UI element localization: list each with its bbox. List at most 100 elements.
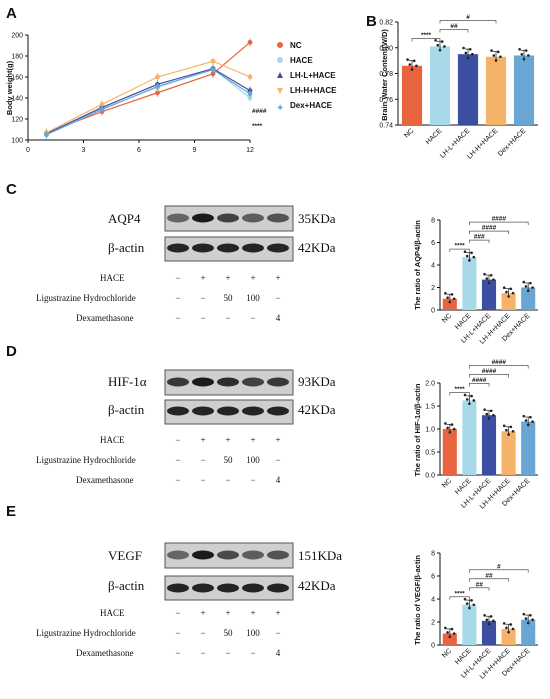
chart-e-dot — [465, 602, 469, 605]
chart-a-xtick-label: 3 — [82, 147, 86, 154]
chart-b-ytick-label: 0.78 — [379, 71, 393, 78]
condition-mark: + — [225, 435, 230, 445]
chart-a-point — [155, 90, 160, 96]
chart-c-dot — [524, 285, 528, 288]
condition-mark: + — [200, 608, 205, 618]
chart-c-sig-bracket — [449, 248, 470, 253]
chart-d-sig-label: #### — [482, 368, 497, 375]
chart-a-line-1 — [46, 67, 251, 135]
chart-e-sig-bracket — [469, 587, 490, 591]
chart-b-sig-label: **** — [421, 32, 432, 39]
chart-c-sig-bracket — [469, 239, 490, 244]
chart-b-xtick-label: LH-H+HACE — [466, 127, 499, 160]
chart-b-bar — [513, 55, 535, 125]
blot-band-actin — [167, 583, 189, 593]
condition-mark: − — [275, 455, 280, 465]
blot-e-target-kda: 151KDa — [298, 548, 342, 563]
chart-e-dot — [487, 622, 491, 626]
chart-a-annotation-star: **** — [252, 123, 263, 130]
condition-mark: − — [275, 293, 280, 303]
condition-mark: 50 — [224, 293, 234, 303]
chart-d-dot — [502, 424, 506, 428]
panel-label-e: E — [6, 503, 16, 520]
chart-c-dot — [452, 297, 456, 301]
condition-mark: 100 — [246, 455, 260, 465]
condition-mark: − — [175, 293, 180, 303]
chart-a-point — [155, 84, 160, 89]
condition-mark: − — [175, 475, 180, 485]
condition-mark: + — [275, 435, 280, 445]
chart-e-ylabel: The ratio of VEGF/β-actin — [413, 555, 422, 645]
condition-row-label: HACE — [100, 273, 125, 283]
blot-c-actin-label: β-actin — [108, 240, 145, 255]
chart-b-dot — [434, 38, 437, 42]
chart-c-dot — [509, 287, 513, 291]
chart-e-sig-bracket — [469, 578, 509, 582]
chart-c-bar — [501, 293, 516, 310]
chart-e-dot — [448, 635, 452, 639]
blot-band — [167, 550, 189, 560]
chart-c-dot — [465, 254, 469, 258]
condition-mark: 4 — [276, 313, 281, 323]
condition-row-label: Dexamethasone — [76, 475, 133, 485]
chart-e-ytick-label: 2 — [431, 620, 435, 627]
chart-e-xtick-label: HACE — [454, 647, 473, 666]
chart-d-dot — [487, 417, 491, 420]
blot-band — [217, 550, 239, 560]
condition-mark: 100 — [246, 293, 260, 303]
chart-e-dot — [472, 603, 476, 607]
condition-mark: + — [200, 435, 205, 445]
chart-d-bar — [462, 400, 477, 475]
blot-band-actin — [167, 243, 189, 253]
panel-label-b: B — [366, 13, 377, 30]
condition-mark: − — [225, 475, 230, 485]
blot-band-actin — [217, 406, 239, 416]
chart-e-bar — [442, 633, 457, 645]
chart-d-sig-bracket — [449, 392, 470, 396]
chart-b-dot — [471, 52, 474, 56]
legend-label-lhh: LH-H+HACE — [290, 86, 337, 95]
chart-b-dot — [496, 50, 500, 54]
condition-mark: − — [175, 273, 180, 283]
blot-e-target-label: VEGF — [108, 548, 142, 563]
blot-d-actin-kda: 42KDa — [298, 402, 336, 417]
panel-label-a: A — [6, 5, 17, 22]
chart-e-sig-bracket — [449, 596, 470, 600]
chart-c-dot — [468, 259, 471, 262]
chart-b-dot — [492, 54, 496, 57]
chart-e-sig-label: **** — [455, 590, 466, 597]
chart-d-sig-bracket — [469, 383, 490, 387]
chart-d-dot — [509, 425, 513, 429]
blot-band — [192, 377, 214, 387]
chart-a-xtick-label: 12 — [246, 147, 254, 154]
chart-c-bar — [462, 257, 477, 310]
chart-b-ytick-label: 0.80 — [379, 45, 393, 52]
chart-c-ylabel: The ratio of AQP4/β-actin — [413, 220, 422, 310]
blot-band-actin — [167, 406, 189, 416]
condition-mark: 100 — [246, 628, 260, 638]
blot-e-actin-label: β-actin — [108, 578, 145, 593]
blot-band-actin — [242, 243, 264, 253]
chart-b-dot — [440, 40, 444, 43]
chart-c-dot — [444, 292, 447, 295]
condition-mark: − — [200, 455, 205, 465]
chart-b-xtick-label: HACE — [425, 127, 444, 146]
chart-e-dot — [452, 632, 456, 635]
condition-mark: + — [225, 273, 230, 283]
chart-e-ytick-label: 0 — [431, 643, 435, 650]
chart-e-dot — [463, 597, 467, 601]
chart-d-sig-label: #### — [492, 359, 507, 366]
blot-band-actin — [192, 243, 214, 253]
chart-b-dot — [464, 51, 468, 55]
chart-b: Brain Water Content(W/D) 0.74 0.76 0.78 0.8… — [379, 14, 538, 161]
chart-b-sig-bracket — [439, 20, 497, 24]
legend-label-lhl: LH-L+HACE — [290, 71, 336, 80]
blot-band — [192, 213, 214, 223]
condition-mark: + — [250, 608, 255, 618]
chart-b-dot — [520, 52, 524, 56]
condition-row-label: HACE — [100, 608, 125, 618]
legend-marker-dex: ✦ — [276, 103, 284, 114]
chart-a-xtick-label: 0 — [26, 147, 30, 154]
chart-e-ytick-label: 4 — [431, 597, 435, 604]
